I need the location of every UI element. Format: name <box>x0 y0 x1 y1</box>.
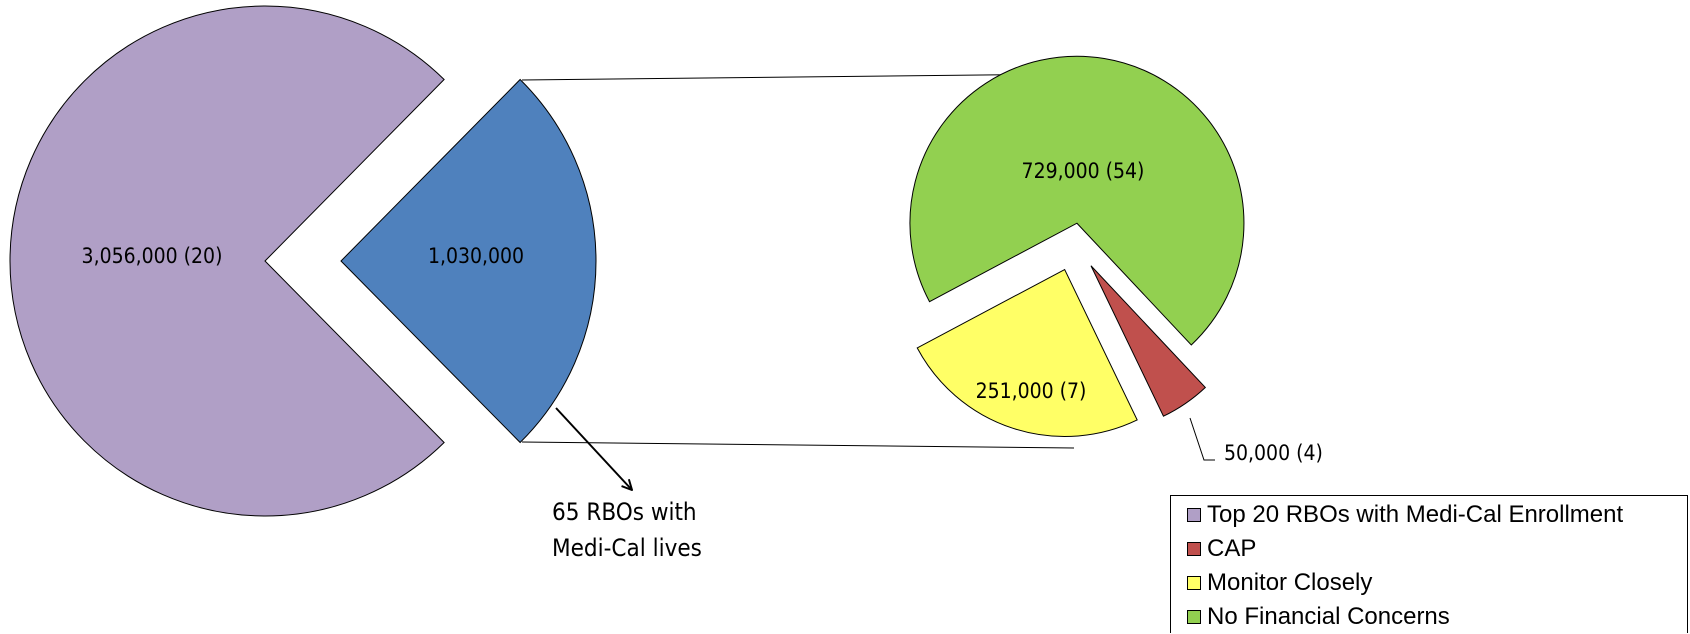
data-label-65-rbos: 1,030,000 <box>428 244 524 268</box>
pie-slice-65-rbos <box>340 78 597 444</box>
legend-item-top-20-rbos: Top 20 RBOs with Medi-Cal Enrollment <box>1171 498 1687 532</box>
connector-line-bottom <box>521 441 1075 449</box>
legend-label: Top 20 RBOs with Medi-Cal Enrollment <box>1207 501 1624 528</box>
annotation-line-1: 65 RBOs with <box>552 498 697 526</box>
pie-slice-no-financial-concerns <box>909 55 1245 346</box>
annotation-line-2: Medi-Cal lives <box>552 534 702 562</box>
legend-swatch <box>1187 508 1201 522</box>
data-label-no-financial-concerns: 729,000 (54) <box>1022 159 1145 183</box>
chart-legend: Top 20 RBOs with Medi-Cal Enrollment CAP… <box>1170 495 1688 633</box>
data-label-top-20-rbos: 3,056,000 (20) <box>82 244 223 268</box>
cap-leader-line <box>1189 417 1215 461</box>
legend-swatch <box>1187 610 1201 624</box>
legend-swatch <box>1187 576 1201 590</box>
annotation-arrow <box>555 407 632 490</box>
legend-swatch <box>1187 542 1201 556</box>
legend-label: CAP <box>1207 535 1257 562</box>
pie-slice-cap <box>1090 265 1207 417</box>
legend-item-cap: CAP <box>1171 532 1687 566</box>
legend-item-monitor-closely: Monitor Closely <box>1171 566 1687 600</box>
legend-label: No Financial Concerns <box>1207 603 1450 630</box>
data-label-monitor-closely: 251,000 (7) <box>976 379 1087 403</box>
connector-line-top <box>521 73 1075 81</box>
data-label-cap: 50,000 (4) <box>1224 441 1323 465</box>
pie-slice-top-20-rbos <box>9 5 445 517</box>
legend-item-no-financial-concerns: No Financial Concerns <box>1171 600 1687 634</box>
pie-slice-monitor-closely <box>916 268 1138 438</box>
legend-label: Monitor Closely <box>1207 569 1373 596</box>
